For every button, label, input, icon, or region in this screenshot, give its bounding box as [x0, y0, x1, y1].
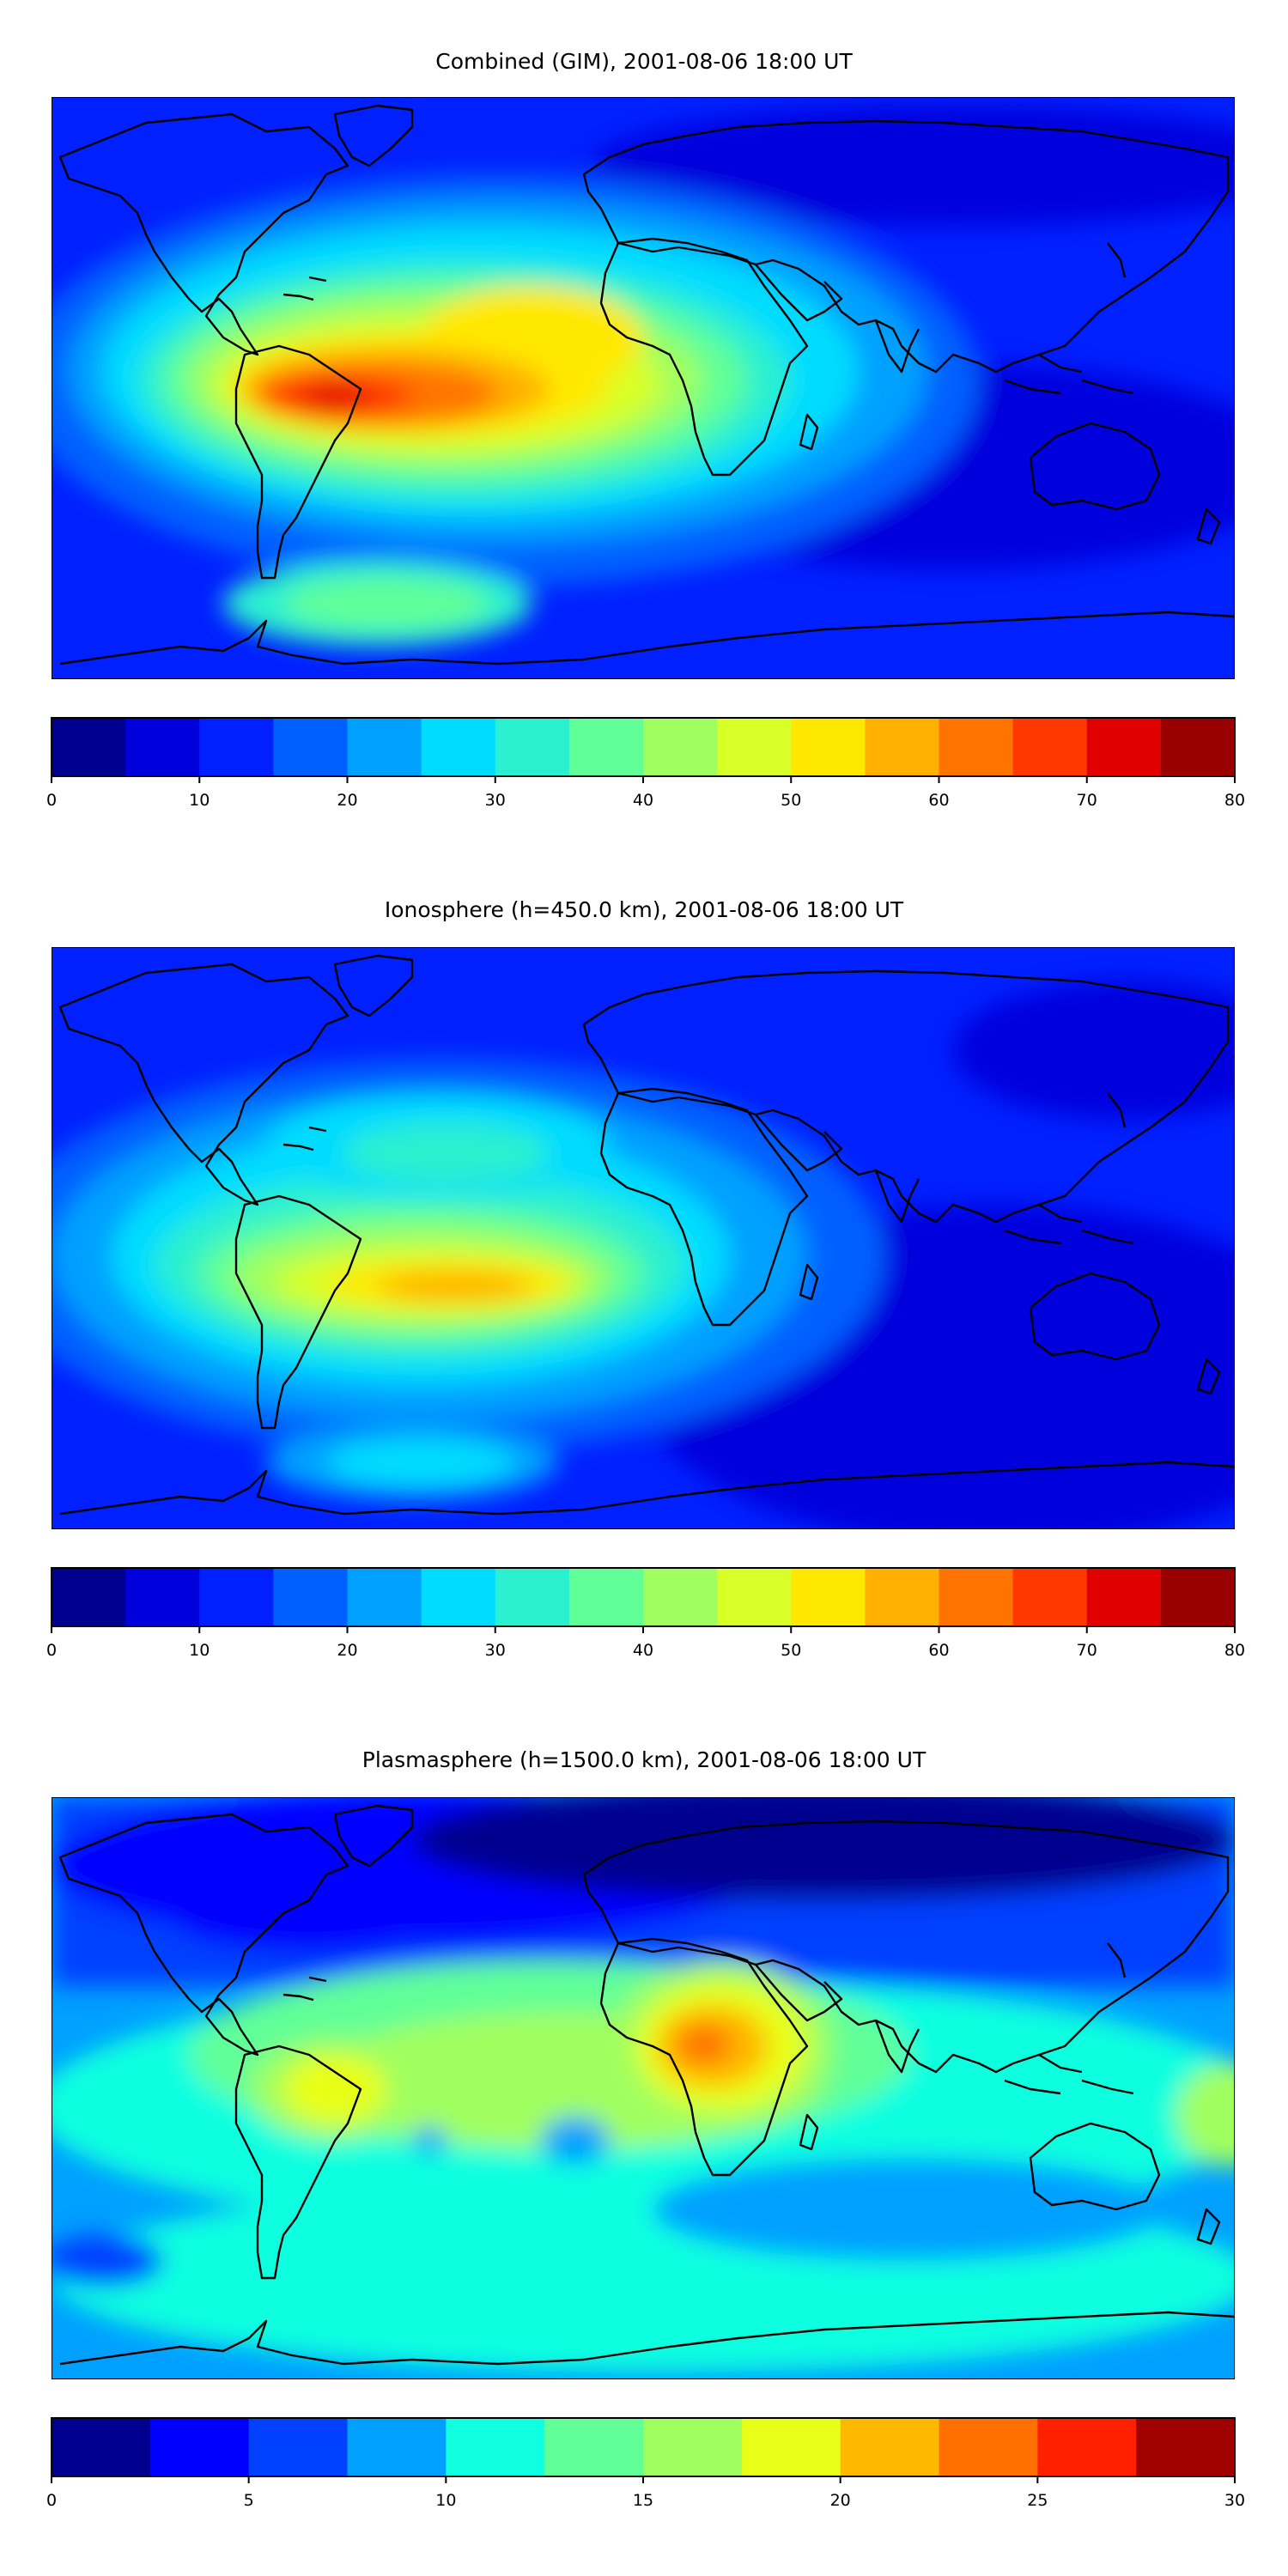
colorbar-band	[1160, 1568, 1236, 1626]
colorbar-band	[865, 1568, 939, 1626]
panel-title: Plasmasphere (h=1500.0 km), 2001-08-06 1…	[362, 1747, 927, 1772]
colorbar-bands	[52, 2418, 1236, 2476]
colorbar-ticks: 0 10 20 30 40 50 60 70 80	[46, 1626, 1245, 1660]
colorbar-band	[643, 2418, 743, 2476]
colorbar-tick-label: 10	[189, 791, 210, 810]
colorbar-tick-label: 70	[1077, 791, 1097, 810]
colorbar-band	[125, 718, 200, 776]
map-plot	[52, 97, 1235, 679]
colorbar-band	[125, 1568, 200, 1626]
colorbar-tick-label: 20	[337, 791, 357, 810]
colorbar-tick-label: 40	[633, 791, 653, 810]
colorbar-band	[791, 1568, 866, 1626]
map-plot	[52, 1797, 1235, 2379]
colorbar: 0 10 20 30 40 50 60 70 80	[46, 1567, 1245, 1660]
colorbar-band	[273, 718, 348, 776]
colorbar-band	[791, 718, 866, 776]
colorbar-band	[1086, 718, 1162, 776]
colorbar-band	[199, 718, 274, 776]
colorbar-tick-label: 50	[781, 1641, 801, 1660]
colorbar-band	[939, 718, 1014, 776]
colorbar-tick-label: 30	[485, 791, 506, 810]
colorbar-band	[1012, 718, 1088, 776]
colorbar-band	[347, 1568, 422, 1626]
colorbar-band	[840, 2418, 939, 2476]
colorbar-tick-label: 50	[781, 791, 801, 810]
colorbar-tick-label: 25	[1027, 2491, 1048, 2510]
colorbar-band	[495, 1568, 570, 1626]
colorbar-band	[544, 2418, 644, 2476]
colorbar-tick-label: 60	[928, 791, 949, 810]
colorbar-band	[421, 1568, 496, 1626]
colorbar-band	[52, 2418, 151, 2476]
map-plot	[52, 947, 1235, 1529]
colorbar-band	[347, 718, 422, 776]
colorbar-band	[273, 1568, 348, 1626]
colorbar-tick-label: 0	[46, 2491, 57, 2510]
colorbar-band	[347, 2418, 447, 2476]
colorbar-tick-label: 30	[1224, 2491, 1245, 2510]
colorbar-band	[495, 718, 570, 776]
colorbar-tick-label: 80	[1224, 1641, 1245, 1660]
colorbar-band	[1086, 1568, 1162, 1626]
colorbar-tick-label: 70	[1077, 1641, 1097, 1660]
panel-ionosphere: Ionosphere (h=450.0 km), 2001-08-06 18:0…	[46, 897, 1245, 1660]
colorbar-band	[1160, 718, 1236, 776]
colorbar-tick-label: 0	[46, 1641, 57, 1660]
colorbar-tick-label: 5	[244, 2491, 254, 2510]
colorbar-band	[248, 2418, 348, 2476]
colorbar-band	[199, 1568, 274, 1626]
panel-combined: Combined (GIM), 2001-08-06 18:00 UT	[46, 49, 1245, 810]
panel-title: Ionosphere (h=450.0 km), 2001-08-06 18:0…	[385, 897, 904, 922]
colorbar-band	[865, 718, 939, 776]
panel-title: Combined (GIM), 2001-08-06 18:00 UT	[435, 49, 853, 74]
colorbar-band	[643, 718, 718, 776]
colorbar-tick-label: 60	[928, 1641, 949, 1660]
colorbar-band	[568, 718, 644, 776]
panel-plasmasphere: Plasmasphere (h=1500.0 km), 2001-08-06 1…	[46, 1747, 1245, 2510]
colorbar-tick-label: 10	[435, 2491, 456, 2510]
colorbar-band	[52, 718, 126, 776]
colorbar-band	[149, 2418, 250, 2476]
colorbar-band	[717, 718, 792, 776]
colorbar: 0 5 10 15 20 25 30	[46, 2417, 1245, 2510]
colorbar-band	[421, 718, 496, 776]
colorbar-band	[568, 1568, 644, 1626]
colorbar-bands	[52, 718, 1236, 776]
colorbar-band	[939, 2418, 1038, 2476]
colorbar-ticks: 0 5 10 15 20 25 30	[46, 2476, 1245, 2510]
colorbar-band	[1012, 1568, 1088, 1626]
colorbar-band	[939, 1568, 1014, 1626]
colorbar-band	[1136, 2418, 1236, 2476]
colorbar-tick-label: 40	[633, 1641, 653, 1660]
colorbar-band	[52, 1568, 126, 1626]
colorbar-tick-label: 15	[633, 2491, 653, 2510]
colorbar-band	[446, 2418, 545, 2476]
colorbar-ticks: 0 10 20 30 40 50 60 70 80	[46, 776, 1245, 810]
colorbar-band	[1037, 2418, 1137, 2476]
colorbar-tick-label: 20	[830, 2491, 851, 2510]
colorbar-tick-label: 10	[189, 1641, 210, 1660]
colorbar-tick-label: 20	[337, 1641, 357, 1660]
colorbar-tick-label: 0	[46, 791, 57, 810]
colorbar: 0 10 20 30 40 50 60 70 80	[46, 717, 1245, 810]
colorbar-band	[643, 1568, 718, 1626]
colorbar-band	[741, 2418, 841, 2476]
colorbar-band	[717, 1568, 792, 1626]
colorbar-tick-label: 80	[1224, 791, 1245, 810]
colorbar-bands	[52, 1568, 1236, 1626]
colorbar-tick-label: 30	[485, 1641, 506, 1660]
